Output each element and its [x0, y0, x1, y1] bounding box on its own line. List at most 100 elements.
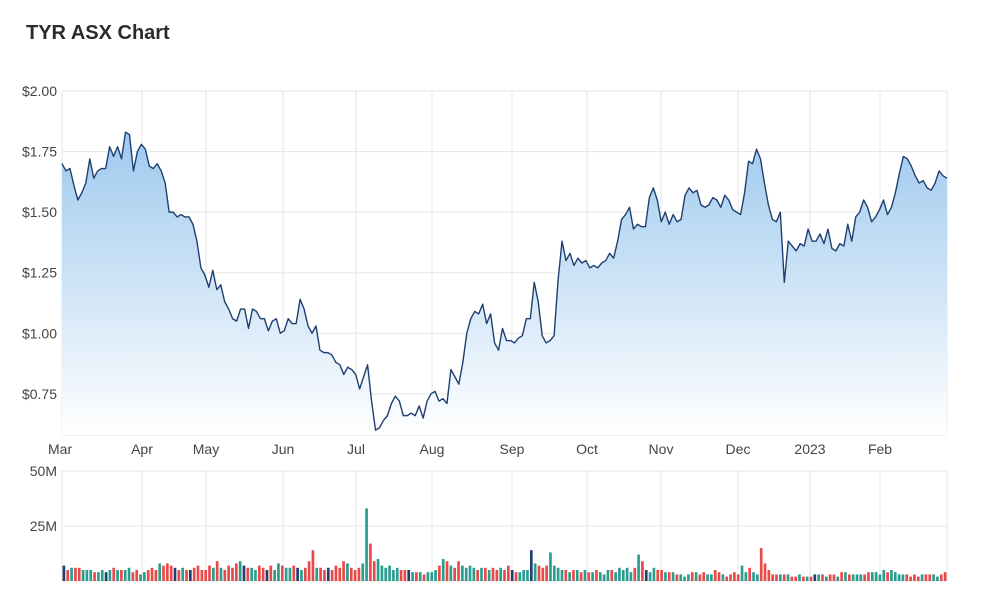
volume-bar	[706, 574, 709, 581]
volume-bar	[526, 570, 529, 581]
price-point	[550, 340, 551, 341]
volume-bar	[514, 572, 518, 581]
price-point	[498, 350, 499, 351]
volume-bar	[97, 572, 100, 581]
price-point	[565, 260, 566, 261]
price-point	[546, 342, 547, 343]
price-point	[931, 190, 932, 191]
volume-bar	[361, 563, 365, 581]
volume-bar	[177, 570, 181, 581]
price-point	[692, 192, 693, 193]
volume-bar	[779, 574, 782, 581]
volume-bar	[641, 561, 644, 581]
volume-bar	[664, 572, 667, 581]
volume-bar	[541, 567, 545, 581]
volume-bar	[495, 570, 499, 581]
volume-bar	[545, 565, 548, 581]
price-point	[280, 333, 281, 334]
price-point	[506, 340, 507, 341]
volume-bar	[901, 574, 905, 581]
price-point	[851, 241, 852, 242]
price-point	[526, 318, 527, 319]
volume-bar	[744, 572, 748, 581]
price-point	[169, 212, 170, 213]
volume-bar	[445, 561, 449, 581]
volume-bar	[173, 567, 177, 581]
volume-bar	[924, 574, 928, 581]
price-point	[919, 182, 920, 183]
volume-bar	[380, 565, 384, 581]
price-point	[482, 304, 483, 305]
price-point	[494, 342, 495, 343]
price-point	[899, 173, 900, 174]
volume-bar	[621, 570, 625, 581]
volume-bar	[660, 570, 663, 581]
volume-bar	[683, 576, 686, 581]
price-point	[161, 170, 162, 171]
price-point	[442, 398, 443, 399]
price-point	[319, 350, 320, 351]
price-point	[510, 340, 511, 341]
price-point	[129, 134, 130, 135]
volume-bar	[146, 570, 150, 581]
price-point	[65, 170, 66, 171]
price-point	[411, 413, 412, 414]
volume-bar	[587, 572, 591, 581]
volume-bar	[323, 570, 326, 581]
price-point	[89, 158, 90, 159]
price-area-fill	[62, 132, 947, 435]
price-point	[97, 170, 98, 171]
price-point	[188, 216, 189, 217]
price-point	[835, 250, 836, 251]
x-tick-label: Sep	[500, 441, 525, 457]
volume-bar	[303, 567, 307, 581]
price-point	[637, 224, 638, 225]
price-point	[450, 369, 451, 370]
price-point	[375, 430, 376, 431]
volume-bar	[637, 554, 640, 581]
volume-bar	[771, 574, 775, 581]
volume-bar	[736, 574, 740, 581]
volume-bar	[438, 565, 441, 581]
price-point	[569, 253, 570, 254]
price-point	[942, 175, 943, 176]
price-point	[276, 318, 277, 319]
price-point	[534, 282, 535, 283]
price-point	[323, 352, 324, 353]
volume-bar	[392, 570, 395, 581]
price-point	[236, 321, 237, 322]
volume-bar	[120, 570, 123, 581]
price-point	[133, 170, 134, 171]
price-point	[415, 415, 416, 416]
volume-bar	[104, 572, 108, 581]
volume-bar	[687, 574, 690, 581]
price-point	[359, 388, 360, 389]
price-point	[73, 185, 74, 186]
price-point	[903, 156, 904, 157]
volume-bar	[863, 574, 866, 581]
price-point	[589, 267, 590, 268]
volume-bar	[575, 570, 579, 581]
price-point	[403, 415, 404, 416]
price-point	[284, 330, 285, 331]
volume-bar	[855, 574, 859, 581]
price-point	[117, 146, 118, 147]
price-point	[788, 241, 789, 242]
volume-bar	[794, 576, 798, 581]
price-point	[458, 384, 459, 385]
price-point	[700, 204, 701, 205]
volume-bar	[782, 574, 786, 581]
volume-bar	[449, 565, 453, 581]
x-tick-label: Mar	[48, 441, 72, 457]
price-point	[200, 267, 201, 268]
price-point	[923, 180, 924, 181]
price-point	[212, 270, 213, 271]
volume-bar	[234, 563, 238, 581]
volume-bar	[886, 572, 889, 581]
price-point	[272, 321, 273, 322]
price-point	[430, 393, 431, 394]
volume-bar	[131, 572, 135, 581]
x-tick-label: Feb	[868, 441, 892, 457]
volume-bar	[227, 565, 230, 581]
